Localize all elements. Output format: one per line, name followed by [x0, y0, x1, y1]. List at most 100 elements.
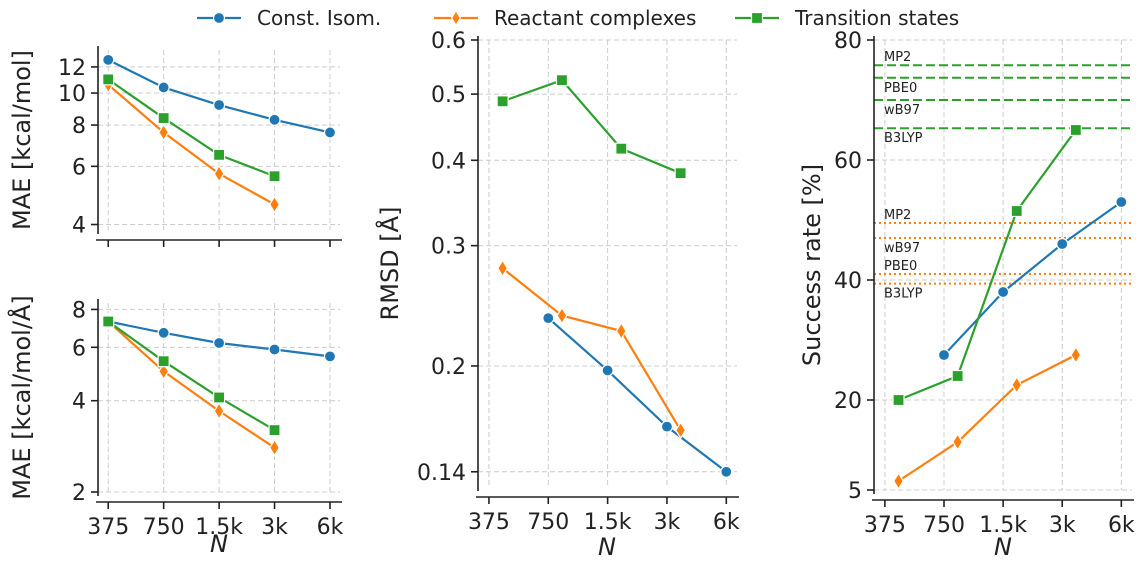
x-axis-label: N: [994, 533, 1012, 561]
x-tick-label: 6k: [713, 510, 740, 535]
series-reactant-complexes: [102, 312, 281, 457]
data-point: [892, 393, 905, 407]
y-tick-label: 0.6: [431, 29, 466, 54]
legend-marker: [450, 9, 462, 27]
data-point: [555, 74, 569, 87]
data-point: [158, 123, 170, 142]
series-transition-states: [496, 74, 687, 180]
data-point: [952, 433, 964, 451]
series-line: [107, 320, 276, 449]
reference-label-b3lyp: B3LYP: [884, 131, 923, 146]
data-point: [102, 315, 115, 328]
legend-label: Transition states: [794, 6, 959, 30]
data-point: [157, 111, 170, 125]
reference-label-pbe0: PBE0: [884, 259, 917, 274]
data-point: [497, 259, 509, 278]
x-tick-label: 750: [143, 515, 185, 540]
data-point: [157, 81, 170, 94]
data-point: [268, 113, 281, 126]
axes: 375 750 1.5k 3k 6k 0.14 0.2 0.3 0.4 0.5 0.6 N RMSD […: [375, 29, 740, 561]
legend-item-reactant-complexes: Reactant complexes: [434, 6, 696, 30]
reference-label-b3lyp: B3LYP: [884, 287, 923, 302]
data-point: [937, 348, 951, 362]
data-point: [268, 170, 281, 183]
reference-label-pbe0: PBE0: [884, 81, 917, 96]
data-point: [660, 420, 674, 433]
grid: [874, 39, 1132, 491]
series-transition-states: [102, 73, 281, 183]
series-line: [107, 320, 276, 432]
reference-label-mp2: MP2: [884, 208, 911, 223]
panel-success-rate: MP2 PBE0 wB97 B3LYP MP2 wB97 PBE0 B3LYP 375 750 1.…: [798, 29, 1135, 561]
legend-label: Reactant complexes: [494, 6, 696, 30]
series-reactant-complexes: [497, 259, 687, 440]
series-transition-states: [892, 123, 1082, 407]
x-axis-label: N: [598, 533, 616, 561]
x-tick-label: 375: [864, 513, 906, 538]
y-tick-label: 2: [72, 481, 86, 506]
panel-mae-forces: 375 750 1.5k 3k 6k 2 4 6 8 N MAE [kcal/mol/Å]: [7, 295, 344, 558]
y-tick-label: 6: [72, 336, 86, 361]
legend-item-transition-states: Transition states: [735, 6, 959, 30]
grid: [478, 39, 737, 487]
series-line: [943, 201, 1122, 356]
series-const-isom: [102, 53, 337, 139]
data-point: [1115, 195, 1128, 209]
y-tick-label: 60: [834, 149, 862, 174]
x-tick-label: 375: [87, 515, 129, 540]
y-tick-label: 6: [72, 155, 86, 180]
y-axis-label: MAE [kcal/mol]: [8, 50, 36, 230]
legend: Const. Isom. Reactant complexes Transition…: [197, 6, 959, 30]
data-point: [893, 472, 905, 490]
y-tick-label: 80: [834, 29, 862, 54]
axes: 375 750 1.5k 3k 6k 5 20 40 60 80 N Success rate [%]: [798, 29, 1135, 561]
reference-label-wb97: wB97: [884, 241, 920, 256]
data-point: [269, 438, 281, 457]
data-point: [674, 167, 687, 180]
x-tick-label: 6k: [317, 515, 344, 540]
data-point: [157, 326, 170, 339]
series-transition-states: [102, 315, 281, 437]
data-point: [213, 164, 225, 183]
data-point: [556, 306, 568, 325]
data-point: [158, 362, 170, 381]
legend-marker: [750, 11, 764, 25]
data-point: [213, 402, 225, 420]
x-tick-label: 3k: [654, 510, 681, 535]
series-line: [502, 78, 682, 175]
x-tick-label: 1.5k: [584, 510, 632, 535]
y-axis-label: RMSD [Å]: [375, 207, 404, 321]
y-tick-label: 0.4: [431, 149, 466, 174]
data-point: [213, 391, 226, 404]
y-tick-label: 12: [58, 56, 86, 81]
reference-label-wb97: wB97: [884, 103, 920, 118]
data-point: [213, 98, 226, 112]
data-point: [675, 421, 687, 440]
y-tick-label: 4: [72, 214, 86, 239]
series-line: [501, 267, 682, 431]
legend-label: Const. Isom.: [257, 6, 381, 30]
series-line: [897, 354, 1077, 482]
y-tick-label: 0.14: [417, 461, 466, 486]
grid: [98, 50, 340, 230]
series-const-isom: [102, 315, 337, 363]
data-point: [1069, 123, 1082, 137]
y-tick-label: 5: [848, 479, 862, 504]
x-tick-label: 6k: [1108, 513, 1135, 538]
x-tick-label: 1.5k: [195, 515, 243, 540]
y-tick-label: 8: [72, 298, 86, 323]
x-tick-label: 750: [923, 513, 965, 538]
data-point: [496, 95, 509, 108]
series-line: [107, 83, 276, 206]
data-point: [1011, 376, 1023, 394]
x-tick-label: 750: [527, 510, 569, 535]
data-point: [997, 285, 1010, 299]
data-point: [601, 364, 614, 377]
legend-marker: [212, 11, 226, 25]
data-point: [615, 142, 628, 155]
series-const-isom: [937, 195, 1128, 362]
x-axis-label: N: [210, 530, 228, 558]
x-tick-label: 375: [468, 510, 510, 535]
